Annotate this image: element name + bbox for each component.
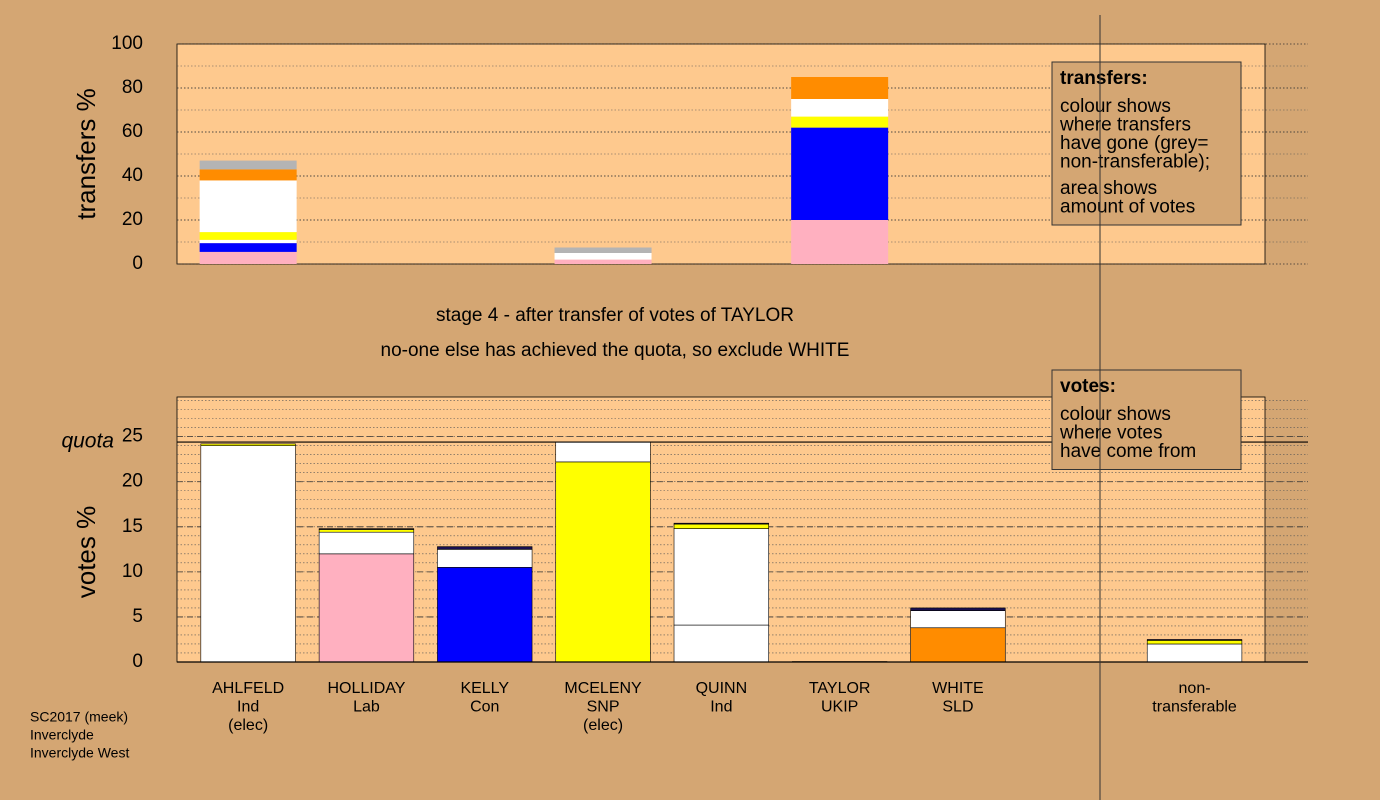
x-tick-label: SLD bbox=[942, 699, 973, 716]
note-line: non-transferable); bbox=[1060, 152, 1210, 173]
note-title: transfers: bbox=[1060, 68, 1148, 89]
bar-segment bbox=[791, 99, 889, 117]
bar-segment bbox=[673, 528, 769, 626]
bar-segment bbox=[791, 127, 889, 220]
y-axis-label: votes % bbox=[71, 506, 101, 599]
bar-segment bbox=[199, 160, 297, 170]
bar-segment bbox=[910, 627, 1006, 663]
x-tick-label: non- bbox=[1179, 680, 1211, 697]
bar-segment bbox=[673, 522, 769, 525]
x-tick-label: Lab bbox=[353, 699, 380, 716]
y-tick-label: 0 bbox=[132, 651, 143, 672]
bar-segment bbox=[199, 169, 297, 181]
bar-segment bbox=[1146, 639, 1243, 641]
bar-segment bbox=[199, 239, 297, 244]
note-box bbox=[1051, 369, 1242, 470]
footer: SC2017 (meek) bbox=[30, 709, 128, 725]
note-box bbox=[1051, 61, 1242, 226]
x-tick-label: AHLFELD bbox=[212, 680, 284, 697]
bar-segment bbox=[791, 77, 889, 99]
x-tick-label: Con bbox=[470, 699, 499, 716]
stage-title: stage 4 - after transfer of votes of TAY… bbox=[436, 305, 794, 326]
note-line: area shows bbox=[1060, 178, 1157, 199]
note-line: colour shows bbox=[1060, 404, 1171, 425]
bar-segment bbox=[318, 531, 415, 555]
bar-segment bbox=[555, 461, 651, 663]
x-tick-label: transferable bbox=[1152, 699, 1237, 716]
bar-segment bbox=[199, 180, 297, 233]
bar-segment bbox=[318, 529, 415, 533]
bar-segment bbox=[199, 251, 297, 264]
note-line: colour shows bbox=[1060, 96, 1171, 117]
bar-segment bbox=[437, 549, 533, 568]
quota-label: quota bbox=[61, 430, 114, 453]
bar-segment bbox=[673, 523, 769, 529]
y-axis-label: transfers % bbox=[71, 88, 101, 220]
bar-segment bbox=[437, 546, 533, 550]
bar-segment bbox=[1146, 640, 1243, 645]
x-tick-label: Ind bbox=[710, 699, 732, 716]
bar-segment bbox=[318, 528, 415, 530]
y-tick-label: 40 bbox=[122, 165, 143, 186]
bar-segment bbox=[554, 253, 652, 260]
y-tick-label: 0 bbox=[132, 253, 143, 274]
bar-segment bbox=[200, 445, 296, 663]
bar-segment bbox=[791, 116, 889, 128]
x-tick-label: QUINN bbox=[696, 680, 748, 697]
y-tick-label: 5 bbox=[132, 606, 143, 627]
bar-segment bbox=[554, 259, 652, 264]
footer: Inverclyde West bbox=[30, 745, 129, 761]
x-tick-label: KELLY bbox=[460, 680, 509, 697]
note-line: have gone (grey= bbox=[1060, 133, 1208, 154]
note-line: have come from bbox=[1060, 441, 1196, 462]
bar-segment bbox=[437, 567, 533, 663]
bar-segment bbox=[555, 441, 651, 463]
stage-note: no-one else has achieved the quota, so e… bbox=[381, 340, 850, 361]
x-tick-label: MCELENY bbox=[564, 680, 642, 697]
bar-segment bbox=[554, 247, 652, 253]
y-tick-label: 60 bbox=[122, 121, 143, 142]
x-tick-label: TAYLOR bbox=[809, 680, 871, 697]
bar-segment bbox=[910, 610, 1006, 629]
y-tick-label: 80 bbox=[122, 77, 143, 98]
y-tick-label: 100 bbox=[111, 33, 143, 54]
bar-segment bbox=[1146, 643, 1243, 663]
bar-segment bbox=[318, 553, 415, 663]
bar-segment bbox=[200, 443, 296, 446]
y-tick-label: 15 bbox=[122, 516, 143, 537]
x-tick-label: UKIP bbox=[821, 699, 858, 716]
footer: Inverclyde bbox=[30, 727, 94, 743]
y-tick-label: 20 bbox=[122, 471, 143, 492]
note-title: votes: bbox=[1060, 376, 1116, 397]
x-tick-label: Ind bbox=[237, 699, 259, 716]
note-line: where transfers bbox=[1059, 115, 1191, 136]
y-tick-label: 20 bbox=[122, 209, 143, 230]
y-tick-label: 25 bbox=[122, 426, 143, 447]
bar-segment bbox=[791, 220, 889, 264]
bar-segment bbox=[199, 232, 297, 240]
x-tick-label: (elec) bbox=[228, 717, 268, 734]
x-tick-label: SNP bbox=[587, 699, 620, 716]
x-tick-label: WHITE bbox=[932, 680, 984, 697]
bar-segment bbox=[910, 607, 1006, 611]
x-tick-label: (elec) bbox=[583, 717, 623, 734]
bar-segment bbox=[199, 243, 297, 252]
y-tick-label: 10 bbox=[122, 561, 143, 582]
note-line: amount of votes bbox=[1060, 197, 1195, 218]
note-line: where votes bbox=[1059, 423, 1162, 444]
x-tick-label: HOLLIDAY bbox=[327, 680, 405, 697]
bar-segment bbox=[673, 624, 769, 663]
